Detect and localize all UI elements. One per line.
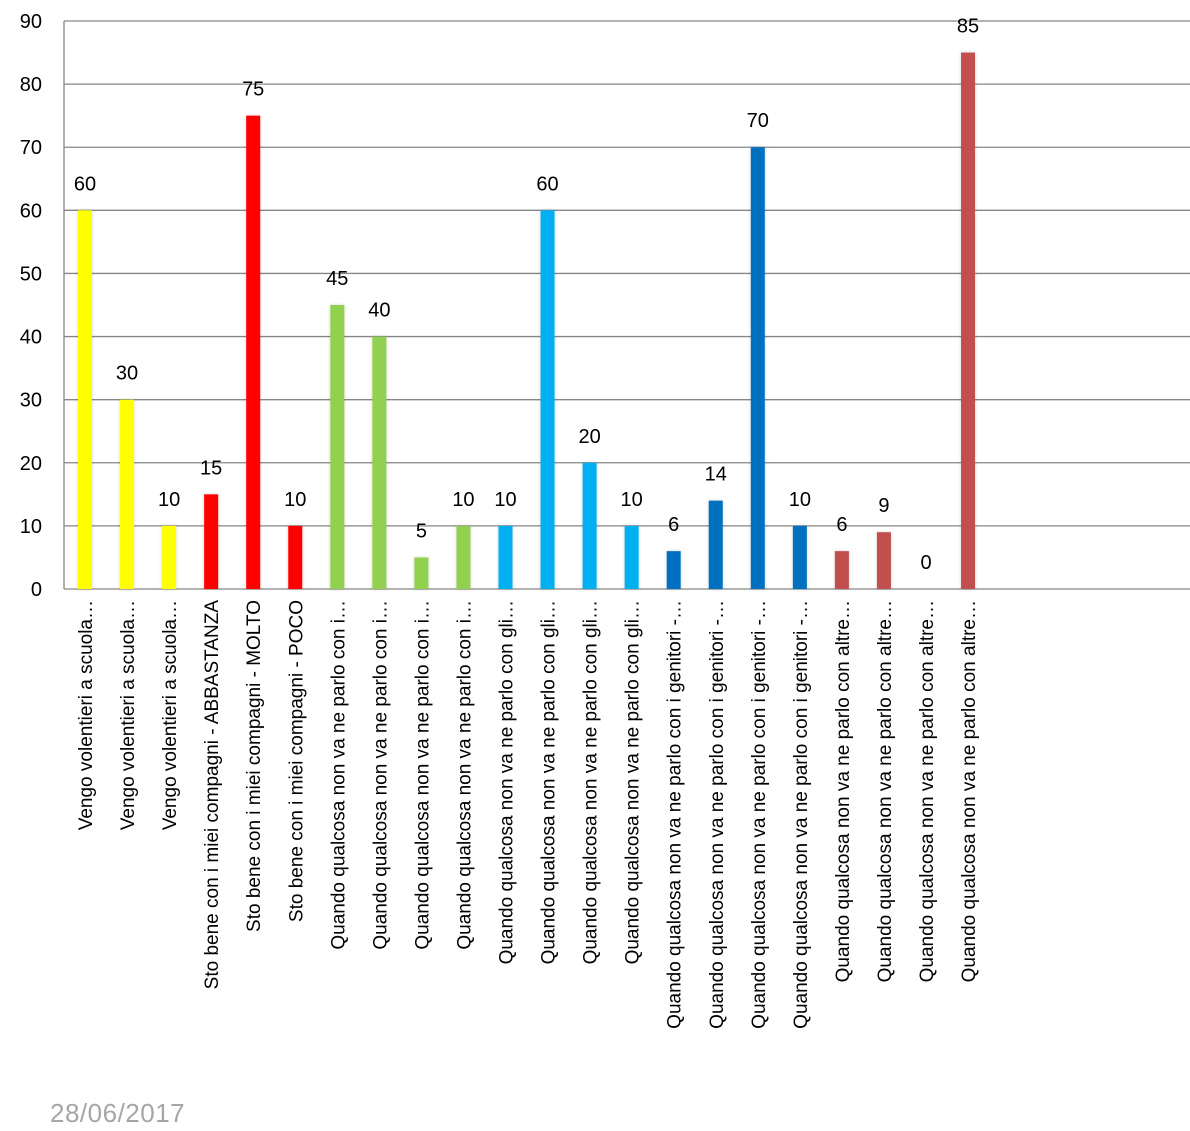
category-label: Quando qualcosa non va ne parlo con i ge…: [707, 600, 728, 1029]
bar: [414, 557, 429, 589]
data-label: 10: [452, 489, 474, 511]
category-label: Sto bene con i miei compagni - MOLTO: [244, 600, 265, 932]
category-label: Quando qualcosa non va ne parlo con altr…: [917, 600, 938, 982]
category-label: Quando qualcosa non va ne parlo con i ge…: [749, 600, 770, 1029]
data-label: 14: [705, 464, 727, 486]
bar: [288, 525, 303, 589]
data-label: 40: [368, 300, 390, 322]
bar: [246, 115, 261, 590]
bar: [708, 500, 723, 589]
category-label: Sto bene con i miei compagni - ABBASTANZ…: [202, 600, 223, 990]
bar: [78, 210, 92, 590]
category-label: Sto bene con i miei compagni - POCO: [286, 600, 307, 922]
category-label: Quando qualcosa non va ne parlo con gli…: [539, 600, 560, 964]
data-label: 10: [158, 489, 180, 511]
data-label: 10: [494, 489, 516, 511]
category-label: Quando qualcosa non va ne parlo con altr…: [833, 600, 854, 982]
data-label: 85: [957, 16, 979, 38]
data-label: 0: [920, 552, 931, 574]
category-label: Quando qualcosa non va ne parlo con altr…: [959, 600, 980, 982]
category-label: Quando qualcosa non va ne parlo con gli…: [581, 600, 602, 964]
bar: [456, 525, 471, 589]
data-label: 60: [74, 173, 96, 195]
bar: [666, 551, 681, 589]
data-label: 10: [621, 489, 643, 511]
data-label: 6: [836, 514, 847, 536]
category-label: Quando qualcosa non va ne parlo con i ge…: [791, 600, 812, 1029]
y-tick-label: 20: [20, 453, 42, 475]
category-label: Vengo volentieri a scuola…: [118, 600, 139, 830]
data-label: 6: [668, 514, 679, 536]
bar: [834, 551, 849, 589]
bar: [876, 532, 891, 589]
bar: [330, 305, 345, 589]
data-label: 10: [284, 489, 306, 511]
data-label: 20: [578, 426, 600, 448]
bar: [582, 462, 597, 589]
bar: [372, 336, 387, 589]
bar: [204, 494, 219, 589]
category-label: Vengo volentieri a scuola…: [76, 600, 97, 830]
y-tick-label: 30: [20, 390, 42, 412]
y-tick-label: 50: [20, 263, 42, 285]
data-label: 15: [200, 457, 222, 479]
y-tick-label: 0: [31, 579, 42, 601]
category-label: Quando qualcosa non va ne parlo con gli…: [497, 600, 518, 964]
bar: [961, 52, 976, 590]
bar: [750, 147, 765, 589]
data-label: 45: [326, 268, 348, 290]
y-tick-label: 60: [20, 200, 42, 222]
y-tick-label: 40: [20, 327, 42, 349]
y-tick-label: 90: [20, 11, 42, 33]
category-label: Quando qualcosa non va ne parlo con gli…: [623, 600, 644, 964]
data-label: 5: [416, 520, 427, 542]
category-label: Quando qualcosa non va ne parlo con i…: [328, 600, 349, 950]
category-label: Vengo volentieri a scuola…: [160, 600, 181, 830]
data-label: 9: [878, 495, 889, 517]
bar: [120, 399, 135, 589]
data-label: 30: [116, 363, 138, 385]
footer-date: 28/06/2017: [50, 1098, 186, 1128]
data-label: 70: [747, 110, 769, 132]
category-label: Quando qualcosa non va ne parlo con i…: [412, 600, 433, 950]
bar: [792, 525, 807, 589]
data-label: 75: [242, 79, 264, 101]
category-label: Quando qualcosa non va ne parlo con i…: [370, 600, 391, 950]
data-label: 10: [789, 489, 811, 511]
bar: [162, 525, 177, 589]
y-tick-label: 10: [20, 516, 42, 538]
category-label: Quando qualcosa non va ne parlo con i ge…: [665, 600, 686, 1029]
y-tick-label: 80: [20, 74, 42, 96]
y-tick-label: 70: [20, 137, 42, 159]
category-label: Quando qualcosa non va ne parlo con i…: [454, 600, 475, 950]
category-label: Quando qualcosa non va ne parlo con altr…: [875, 600, 896, 982]
bar: [498, 525, 513, 589]
bar: [540, 210, 555, 590]
bar: [624, 525, 639, 589]
data-label: 60: [536, 173, 558, 195]
